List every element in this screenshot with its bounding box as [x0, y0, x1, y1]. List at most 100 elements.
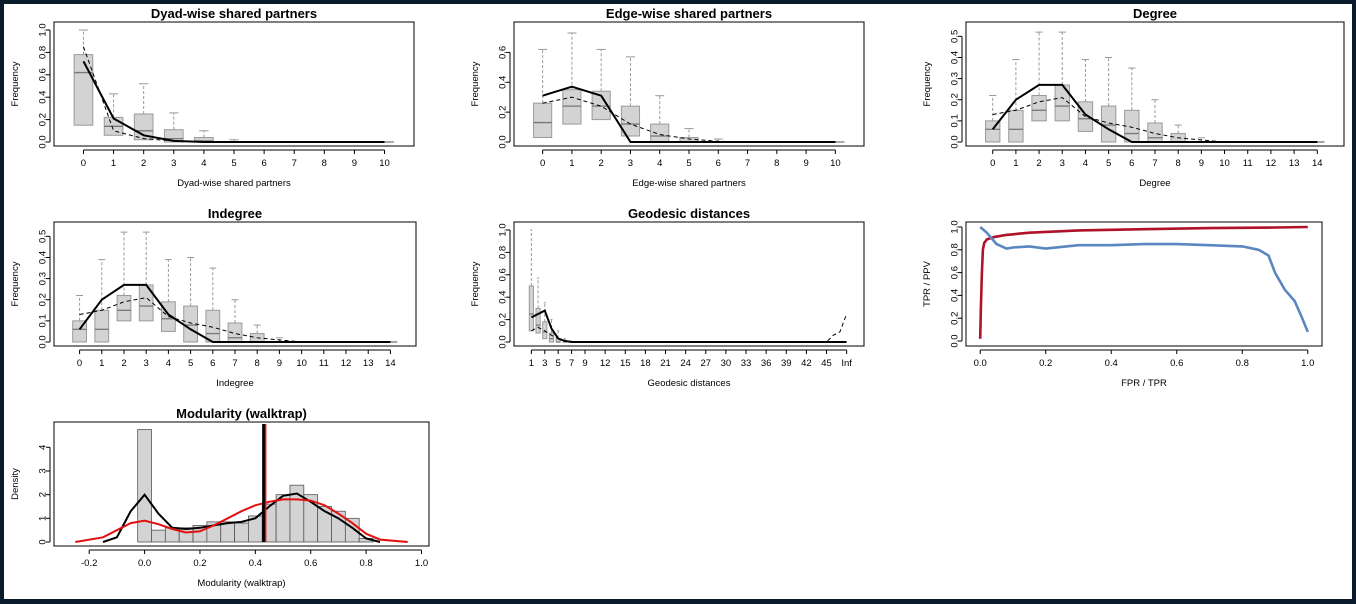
x-tick-label: 3 [144, 358, 149, 369]
x-tick-label: 2 [1036, 158, 1041, 169]
chart-title: Edge-wise shared partners [606, 6, 772, 21]
x-tick-label: 4 [657, 158, 662, 169]
boxplot-panel-1: 0 1 2 3 4 5 6 7 8 9 10 0.0 0.2 0.4 0.6 Edge-wise shared… [470, 6, 865, 189]
x-tick-label: 6 [1129, 158, 1134, 169]
x-tick-label: 12 [341, 358, 352, 369]
boxplot-panel-2: 0 1 2 3 4 5 6 7 8 9 10 11 12 13 140.00.10.20.30.40.5De… [922, 6, 1345, 189]
x-tick-label: 30 [721, 358, 732, 369]
x-tick-label: 21 [660, 358, 671, 369]
x-tick-label: 4 [166, 358, 171, 369]
y-tick-label: 0.3 [950, 72, 961, 85]
x-tick-label: 1 [529, 358, 534, 369]
box [1008, 109, 1024, 143]
y-axis-label: Frequency [470, 261, 481, 306]
y-axis-label: Frequency [470, 61, 481, 106]
x-tick-label: 6 [716, 158, 721, 169]
x-tick-label: 0.6 [1170, 358, 1183, 369]
x-tick-label: 9 [277, 358, 282, 369]
x-tick-label: 0.4 [1105, 358, 1118, 369]
y-tick-label: 0.4 [38, 91, 49, 104]
roc-series-2 [979, 226, 1310, 333]
x-tick-label: 36 [761, 358, 772, 369]
x-tick-label: 0.6 [304, 558, 317, 569]
figure-svg: 0 1 2 3 4 5 6 7 8 9 100.00.20.40.60.81.0Dyad-wise … [10, 6, 1345, 589]
kde-red-line [75, 498, 408, 543]
box [116, 295, 132, 322]
box [548, 332, 555, 343]
x-tick-label: 10 [379, 158, 390, 169]
x-tick-label: 9 [352, 158, 357, 169]
histogram-bar [137, 429, 152, 543]
x-tick-label: Inf [841, 358, 852, 369]
x-tick-label: 2 [121, 358, 126, 369]
observed-line [991, 83, 1318, 143]
box [591, 90, 611, 121]
y-axis-label: Frequency [10, 261, 21, 306]
x-tick-label: 10 [296, 358, 307, 369]
x-tick-label: 7 [569, 358, 574, 369]
y-tick-label: 0.4 [950, 289, 961, 302]
x-tick-label: 8 [774, 158, 779, 169]
x-tick-label: 14 [385, 358, 396, 369]
box [1124, 109, 1140, 143]
box [1031, 95, 1047, 122]
x-tick-label: 6 [210, 358, 215, 369]
x-tick-label: 39 [781, 358, 792, 369]
histogram-panel: -0.2 0.0 0.2 0.4 0.6 0.8 1.0 0 1 2 3 4 Modularity (w… [10, 406, 430, 589]
x-tick-label: 12 [1266, 158, 1277, 169]
y-tick-label: 0.3 [38, 272, 49, 285]
x-tick-label: 4 [1083, 158, 1088, 169]
x-tick-label: 27 [700, 358, 711, 369]
observed-line [530, 309, 847, 343]
x-tick-label: 0 [540, 158, 545, 169]
boxplot-panel-4: 1 3 5 7 9 12 15 18 21 24 27 30 33 36 39 42 45 Inf 0.0 0.2 0.… [470, 206, 865, 389]
x-tick-label: 9 [1199, 158, 1204, 169]
y-tick-label: 0.6 [38, 68, 49, 81]
x-tick-label: 1 [1013, 158, 1018, 169]
box [528, 285, 534, 332]
box [1100, 105, 1117, 143]
x-tick-label: 3 [1060, 158, 1065, 169]
x-tick-label: 7 [232, 358, 237, 369]
y-tick-label: 0.2 [950, 312, 961, 325]
kde-black-line [102, 492, 381, 543]
x-axis-label: Indegree [216, 378, 254, 389]
x-tick-label: 6 [261, 158, 266, 169]
chart-title: Modularity (walktrap) [176, 406, 307, 421]
y-tick-label: 0.2 [498, 106, 509, 119]
x-tick-label: 18 [640, 358, 651, 369]
x-axis-label: Edge-wise shared partners [632, 178, 746, 189]
x-tick-label: 5 [231, 158, 236, 169]
x-tick-label: 10 [830, 158, 841, 169]
plot-frame [965, 221, 1323, 347]
plot-frame [53, 421, 430, 547]
x-tick-label: 11 [319, 358, 329, 369]
y-tick-label: 2 [38, 492, 49, 497]
x-tick-label: 0.8 [360, 558, 373, 569]
x-tick-label: -0.2 [81, 558, 97, 569]
x-tick-label: 3 [542, 358, 547, 369]
x-tick-label: 0.0 [974, 358, 987, 369]
x-tick-label: 8 [322, 158, 327, 169]
y-tick-label: 0.6 [950, 266, 961, 279]
x-tick-label: 0 [990, 158, 995, 169]
y-tick-label: 0.1 [38, 314, 49, 327]
x-tick-label: 14 [1312, 158, 1323, 169]
y-tick-label: 0.0 [38, 335, 49, 348]
x-tick-label: 2 [599, 158, 604, 169]
y-tick-label: 0.2 [950, 93, 961, 106]
y-tick-label: 0.6 [498, 46, 509, 59]
y-tick-label: 0.8 [950, 243, 961, 256]
y-tick-label: 0.4 [498, 291, 509, 304]
y-tick-label: 0.8 [38, 46, 49, 59]
chart-title: Dyad-wise shared partners [151, 6, 317, 21]
plot-frame [965, 21, 1345, 147]
y-axis-label: Frequency [10, 61, 21, 106]
x-tick-label: 8 [1176, 158, 1181, 169]
x-tick-label: 0 [77, 358, 82, 369]
x-axis-label: FPR / TPR [1121, 378, 1167, 389]
x-tick-label: 0.2 [193, 558, 206, 569]
y-tick-label: 0.1 [950, 114, 961, 127]
y-tick-label: 0 [38, 539, 49, 544]
y-tick-label: 1.0 [38, 23, 49, 36]
